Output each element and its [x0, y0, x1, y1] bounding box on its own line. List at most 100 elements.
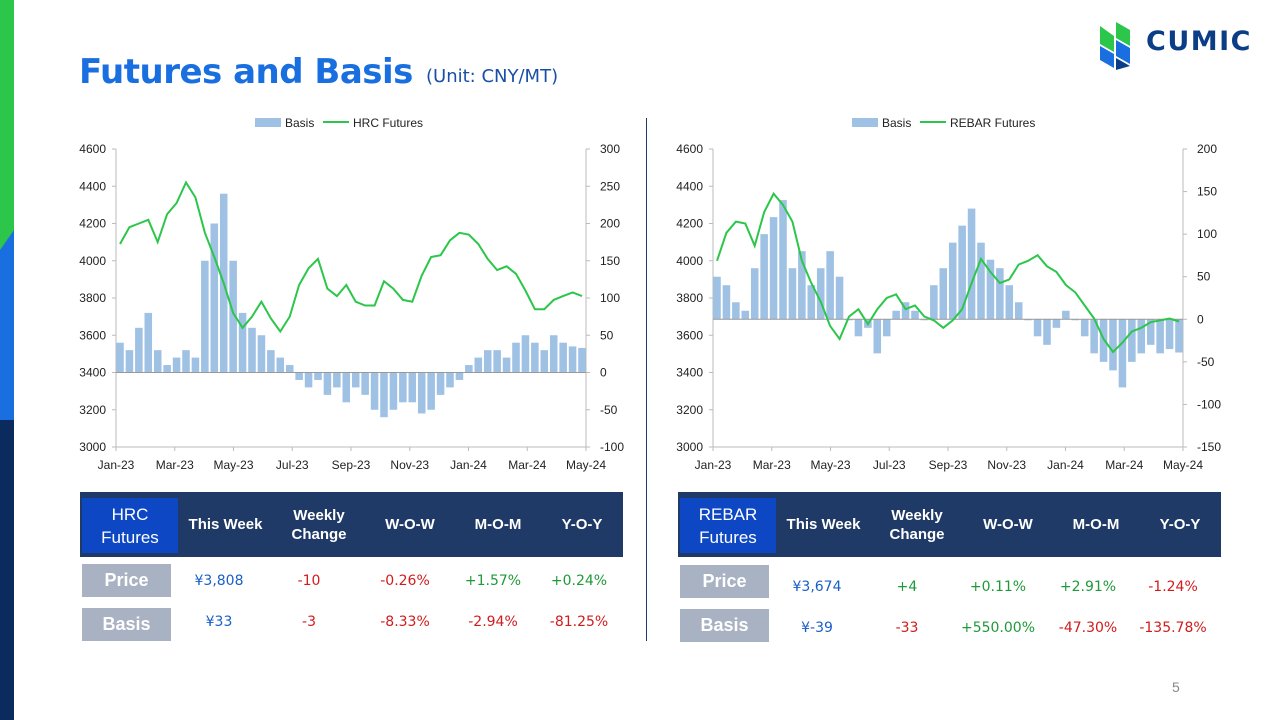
basis-bar [465, 365, 473, 373]
basis-bar [1146, 319, 1155, 345]
basis-bar [1014, 302, 1023, 320]
x-axis-tick-label: Mar-23 [753, 458, 791, 472]
basis-bar [314, 372, 322, 380]
basis-bar [835, 276, 844, 320]
basis-bar [788, 268, 797, 320]
price-weekly-change: +4 [896, 578, 918, 595]
basis-yoy: -81.25% [549, 613, 609, 630]
basis-bar [172, 357, 181, 373]
right-axis-tick-label: 200 [1197, 142, 1217, 156]
left-axis-tick-label: 4600 [676, 142, 703, 156]
basis-bar [939, 268, 948, 320]
right-axis-tick-label: 150 [600, 254, 620, 268]
header-mom: M-O-M [474, 516, 522, 533]
price-yoy: +0.24% [550, 572, 608, 589]
x-axis-tick-label: Nov-23 [987, 458, 1026, 472]
x-axis-tick-label: Sep-23 [929, 458, 968, 472]
basis-bar [722, 285, 731, 320]
left-axis-tick-label: 3000 [676, 440, 703, 454]
price-this-week: ¥3,808 [194, 572, 244, 589]
left-axis-tick-label: 3800 [676, 291, 703, 305]
basis-bar [1128, 319, 1136, 362]
basis-bar [370, 372, 379, 410]
x-axis-tick-label: Jul-23 [276, 458, 309, 472]
futures-price-line [119, 180, 583, 334]
basis-bar [1118, 319, 1127, 388]
right-axis-tick-label: 250 [600, 179, 620, 193]
panel-divider [646, 118, 647, 641]
basis-bar [483, 350, 492, 373]
left-axis-tick-label: 3400 [676, 366, 703, 380]
unit-label: (Unit: CNY/MT) [426, 66, 559, 87]
futures-price-line [716, 191, 1180, 354]
x-axis-tick-label: Jan-23 [695, 458, 732, 472]
basis-bar [351, 372, 360, 388]
basis-bar [732, 302, 740, 320]
x-axis-tick-label: May-24 [566, 458, 606, 472]
basis-bar [977, 242, 985, 320]
basis-bar [1052, 319, 1061, 328]
basis-mom: -2.94% [468, 613, 518, 630]
page-title: Futures and Basis [79, 52, 413, 92]
basis-bar [389, 372, 398, 410]
basis-bar [1005, 285, 1014, 320]
x-axis-tick-label: Mar-24 [1105, 458, 1143, 472]
basis-bar [578, 347, 586, 373]
header-wow: W-O-W [385, 516, 435, 533]
brand-name: CUMIC [1146, 26, 1252, 57]
left-axis-tick-label: 3200 [676, 403, 703, 417]
price-yoy: -1.24% [1148, 578, 1198, 595]
left-axis-tick-label: 4000 [676, 254, 703, 268]
basis-weekly-change: -33 [895, 619, 919, 636]
left-axis-tick-label: 4400 [676, 179, 703, 193]
basis-bar [892, 310, 900, 320]
basis-this-week: ¥-39 [801, 619, 833, 636]
basis-bar [502, 357, 511, 373]
basis-bar [996, 268, 1004, 320]
basis-bar [1175, 319, 1183, 353]
price-wow: -0.26% [380, 572, 430, 589]
left-accent-bar [0, 0, 14, 720]
header-this-week: This Week [786, 516, 861, 533]
basis-bar [493, 350, 501, 373]
basis-bar [116, 342, 124, 373]
right-axis-tick-label: 0 [600, 366, 607, 380]
basis-bar [1165, 319, 1174, 350]
basis-bar [153, 350, 162, 373]
left-axis-tick-label: 4200 [676, 217, 703, 231]
basis-bar [399, 372, 407, 403]
basis-bar [798, 251, 806, 320]
basis-weekly-change: -3 [302, 613, 316, 630]
x-axis-tick-label: May-23 [213, 458, 253, 472]
basis-bar [163, 365, 171, 373]
basis-bar [1062, 310, 1070, 320]
basis-bar [713, 276, 721, 320]
basis-wow: +550.00% [960, 619, 1036, 636]
basis-bar [1109, 319, 1117, 371]
basis-bar [333, 372, 341, 388]
basis-bar [436, 372, 445, 395]
basis-bar [549, 335, 558, 373]
basis-bar [948, 242, 957, 320]
basis-bar [769, 217, 778, 320]
left-axis-tick-label: 4400 [79, 179, 106, 193]
right-axis-tick-label: 200 [600, 217, 620, 231]
row-label-price: Price [82, 564, 171, 597]
basis-bar [295, 372, 303, 380]
left-axis-tick-label: 3600 [79, 328, 106, 342]
basis-bar [512, 342, 520, 373]
basis-mom: -47.30% [1058, 619, 1118, 636]
right-axis-tick-label: 100 [1197, 227, 1217, 241]
basis-bar [958, 225, 966, 320]
right-axis-tick-label: 0 [1197, 312, 1204, 326]
basis-bar [986, 259, 995, 320]
basis-bar [210, 223, 219, 373]
basis-bar [446, 372, 454, 388]
left-axis-tick-label: 3200 [79, 403, 106, 417]
cumic-logo-icon [1100, 22, 1130, 70]
basis-bar [427, 372, 435, 410]
price-this-week: ¥3,674 [792, 578, 842, 595]
header-yoy: Y-O-Y [561, 516, 603, 533]
basis-bar [417, 372, 426, 414]
basis-bar [1156, 319, 1164, 354]
